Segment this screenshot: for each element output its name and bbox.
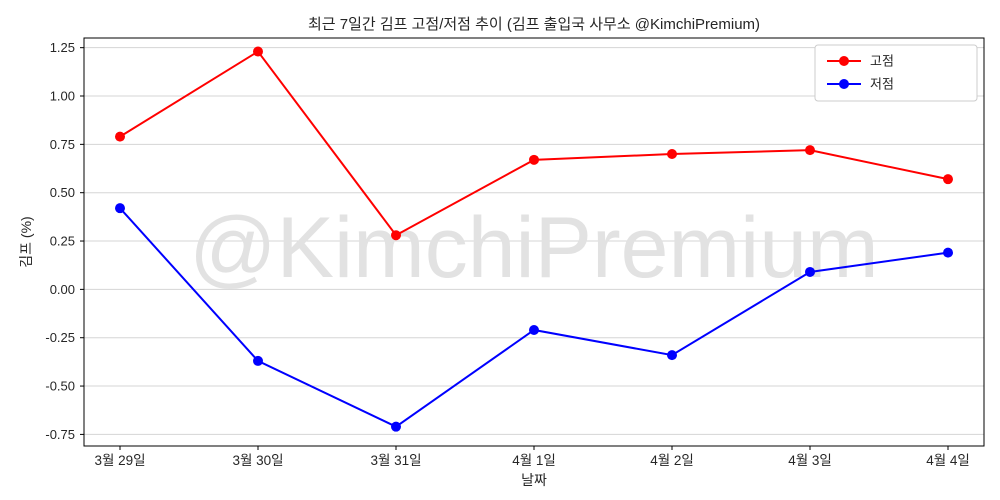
y-tick-label: 1.00 xyxy=(50,89,75,104)
x-tick-label: 4월 4일 xyxy=(926,453,970,468)
data-point xyxy=(667,149,677,160)
y-tick-label: 0.50 xyxy=(50,185,75,200)
data-point xyxy=(667,350,677,361)
y-tick-label: 0.75 xyxy=(50,137,75,152)
x-tick-label: 3월 30일 xyxy=(232,453,283,468)
y-tick-label: -0.25 xyxy=(45,330,75,345)
y-tick-label: 0.25 xyxy=(50,234,75,249)
data-point xyxy=(115,203,125,214)
data-point xyxy=(253,46,263,57)
data-point xyxy=(115,131,125,142)
x-tick-label: 3월 31일 xyxy=(370,453,421,468)
watermark-text: @KimchiPremium xyxy=(189,200,878,296)
x-tick-label: 4월 3일 xyxy=(788,453,832,468)
y-tick-label: -0.50 xyxy=(45,379,75,394)
data-point xyxy=(529,154,539,165)
data-point xyxy=(253,355,263,366)
x-tick-label: 4월 1일 xyxy=(512,453,556,468)
y-tick-label: 0.00 xyxy=(50,282,75,297)
legend-label: 저점 xyxy=(870,77,894,92)
legend-label: 고점 xyxy=(870,54,894,69)
y-tick-label: -0.75 xyxy=(45,427,75,442)
data-point xyxy=(805,145,815,156)
legend-box xyxy=(814,44,978,102)
data-point xyxy=(943,174,953,185)
data-point xyxy=(805,266,815,277)
legend-marker xyxy=(839,79,849,89)
data-point xyxy=(391,421,401,432)
data-point xyxy=(943,247,953,258)
x-tick-label: 3월 29일 xyxy=(94,453,145,468)
legend-marker xyxy=(839,56,849,66)
chart-title: 최근 7일간 김프 고점/저점 추이 (김프 출입국 사무소 @KimchiPr… xyxy=(307,16,761,33)
data-point xyxy=(391,230,401,241)
x-tick-label: 4월 2일 xyxy=(650,453,694,468)
x-axis-label: 날짜 xyxy=(521,472,547,488)
data-point xyxy=(529,324,539,335)
y-tick-label: 1.25 xyxy=(50,40,75,55)
